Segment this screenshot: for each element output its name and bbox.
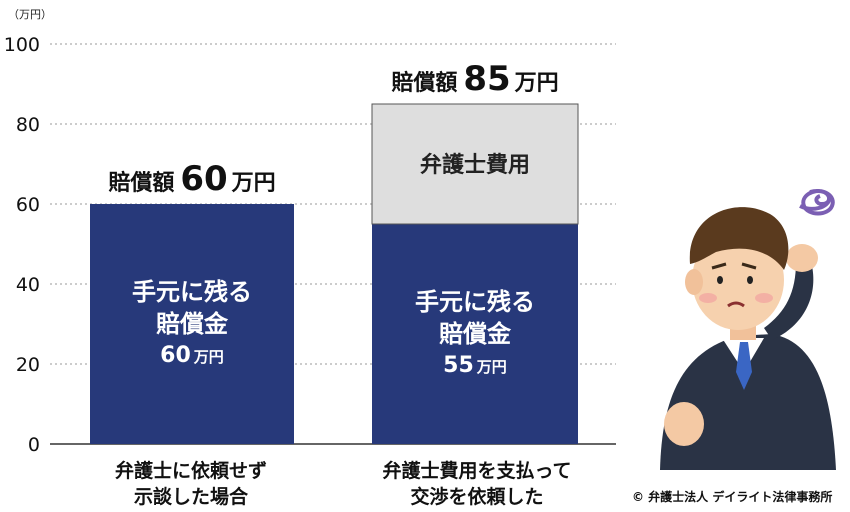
y-tick-label-5: 100 (4, 34, 40, 56)
x-tick-label-1: 弁護士費用を支払って 交渉を依頼した (382, 460, 572, 508)
y-tick-label-1: 20 (16, 354, 40, 376)
bar-fee-label-1: 弁護士費用 (420, 152, 530, 178)
bar-kept-0 (90, 204, 294, 444)
x-tick-label-0: 弁護士に依頼せず 示談した場合 (114, 460, 267, 508)
bar-kept-label-1-line2: 賠償金 (439, 320, 512, 348)
y-tick-label-2: 40 (16, 274, 40, 296)
bar-kept-label-1-line1: 手元に残る (415, 288, 535, 316)
y-axis-unit: （万円） (8, 8, 52, 21)
bar-kept-1 (372, 224, 578, 444)
bar-total-label-0: 賠償額 60 万円 (108, 159, 275, 199)
copyright-credit: © 弁護士法人 デイライト法律事務所 (632, 490, 833, 504)
bar-fee-1 (371, 103, 579, 225)
bar-kept-label-0-line2: 賠償金 (156, 310, 229, 338)
y-tick-label-0: 0 (28, 434, 40, 456)
bar-kept-value-1: 55 万円 (443, 353, 507, 378)
bar-kept-label-0-line1: 手元に残る (132, 278, 252, 306)
y-tick-label-4: 80 (16, 114, 40, 136)
bar-total-label-1: 賠償額 85 万円 (391, 59, 558, 99)
bar-kept-value-0: 60 万円 (160, 343, 224, 368)
confused-businessman-icon (660, 189, 836, 470)
y-tick-label-3: 60 (16, 194, 40, 216)
